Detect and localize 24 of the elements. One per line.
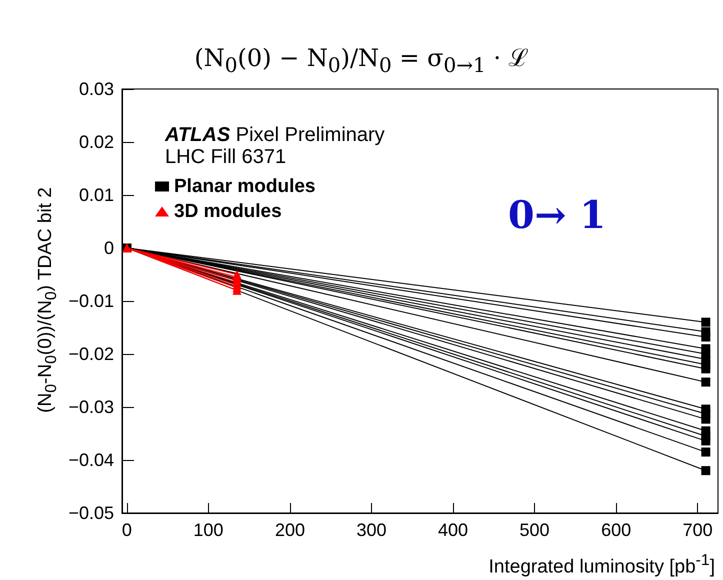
- y-tick-label: −0.02: [68, 344, 114, 364]
- x-axis-title: Integrated luminosity [pb$^{-1}$]: [488, 552, 715, 578]
- annotation: 0→ 1: [508, 192, 606, 237]
- x-tick-label: 500: [520, 520, 550, 540]
- chart-title: (N$_{0}$(0) − N$_{0}$)/N$_{0}$ = σ$_{0→1}$ · ℒ: [194, 44, 529, 77]
- x-tick-label: 200: [274, 520, 305, 540]
- y-tick-label: 0.01: [78, 185, 114, 205]
- legend-label: Planar modules: [174, 176, 316, 197]
- y-tick-label: −0.01: [68, 291, 114, 311]
- y-tick-label: −0.04: [68, 450, 114, 470]
- x-tick-label: 700: [682, 520, 713, 540]
- y-tick-label: 0.02: [78, 132, 114, 152]
- x-tick-label: 0: [122, 520, 132, 540]
- x-tick-label: 400: [438, 520, 468, 540]
- y-tick-label: −0.05: [68, 503, 114, 523]
- annotation: ATLAS Pixel Preliminary: [165, 124, 385, 147]
- x-tick-label: 300: [356, 520, 387, 540]
- x-tick-label: 100: [193, 520, 224, 540]
- x-tick-label: 600: [601, 520, 632, 540]
- y-tick-label: 0.03: [78, 79, 114, 99]
- y-tick-label: −0.03: [68, 397, 114, 417]
- y-tick-label: 0: [104, 238, 114, 258]
- annotation: LHC Fill 6371: [165, 146, 286, 169]
- legend-label: 3D modules: [174, 201, 282, 222]
